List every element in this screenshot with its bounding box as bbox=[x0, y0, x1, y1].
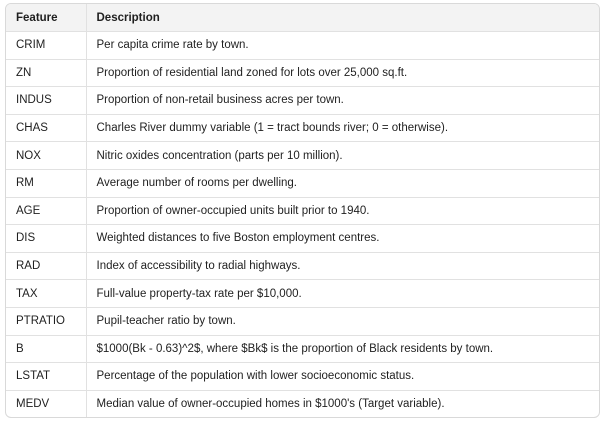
table-row: CRIM Per capita crime rate by town. bbox=[6, 31, 599, 60]
feature-cell: B bbox=[6, 335, 87, 364]
table-header: Feature Description bbox=[6, 4, 599, 32]
header-row: Feature Description bbox=[6, 4, 599, 32]
features-table: Feature Description CRIM Per capita crim… bbox=[6, 4, 599, 418]
feature-cell: CHAS bbox=[6, 114, 87, 143]
description-cell: Pupil-teacher ratio by town. bbox=[86, 307, 599, 336]
table-row: CHAS Charles River dummy variable (1 = t… bbox=[6, 114, 599, 143]
description-cell: Proportion of owner-occupied units built… bbox=[86, 197, 599, 226]
feature-cell: AGE bbox=[6, 197, 87, 226]
table-row: NOX Nitric oxides concentration (parts p… bbox=[6, 141, 599, 170]
table-body: CRIM Per capita crime rate by town. ZN P… bbox=[6, 31, 599, 418]
table-row: DIS Weighted distances to five Boston em… bbox=[6, 224, 599, 253]
features-table-container: Feature Description CRIM Per capita crim… bbox=[5, 3, 600, 419]
feature-cell: RM bbox=[6, 169, 87, 198]
description-cell: Median value of owner-occupied homes in … bbox=[96, 398, 445, 411]
description-cell: Full-value property-tax rate per $10,000… bbox=[86, 279, 599, 308]
header-description: Description bbox=[86, 4, 599, 32]
table-row: PTRATIO Pupil-teacher ratio by town. bbox=[6, 307, 599, 336]
description-cell: $1000(Bk - 0.63)^2$, where $Bk$ is the p… bbox=[86, 335, 599, 364]
feature-cell: PTRATIO bbox=[6, 307, 87, 336]
feature-cell: INDUS bbox=[6, 86, 87, 115]
table-row: RAD Index of accessibility to radial hig… bbox=[6, 252, 599, 281]
table-row: TAX Full-value property-tax rate per $10… bbox=[6, 279, 599, 308]
description-cell: Average number of rooms per dwelling. bbox=[86, 169, 599, 198]
table-row: RM Average number of rooms per dwelling. bbox=[6, 169, 599, 198]
table-row: INDUS Proportion of non-retail business … bbox=[6, 86, 599, 115]
feature-cell: NOX bbox=[6, 141, 87, 170]
description-cell: Index of accessibility to radial highway… bbox=[86, 252, 599, 281]
description-cell: Proportion of non-retail business acres … bbox=[86, 86, 599, 115]
description-cell: Percentage of the population with lower … bbox=[86, 362, 599, 391]
table-row: ZN Proportion of residential land zoned … bbox=[6, 59, 599, 88]
description-cell: Weighted distances to five Boston employ… bbox=[86, 224, 599, 253]
feature-cell: DIS bbox=[6, 224, 87, 253]
feature-cell: MEDV bbox=[6, 390, 87, 418]
table-row: MEDV Median value of owner-occupied home… bbox=[6, 390, 599, 418]
feature-cell: TAX bbox=[6, 279, 87, 308]
description-cell: Nitric oxides concentration (parts per 1… bbox=[86, 141, 599, 170]
table-row: B $1000(Bk - 0.63)^2$, where $Bk$ is the… bbox=[6, 335, 599, 364]
table-row: AGE Proportion of owner-occupied units b… bbox=[6, 197, 599, 226]
description-cell: Charles River dummy variable (1 = tract … bbox=[86, 114, 599, 143]
feature-cell: RAD bbox=[6, 252, 87, 281]
feature-cell: ZN bbox=[6, 59, 87, 88]
description-cell: Per capita crime rate by town. bbox=[86, 31, 599, 60]
description-cell: Proportion of residential land zoned for… bbox=[86, 59, 599, 88]
feature-cell: CRIM bbox=[6, 31, 87, 60]
header-feature: Feature bbox=[6, 4, 87, 32]
feature-cell: LSTAT bbox=[6, 362, 87, 391]
table-row: LSTAT Percentage of the population with … bbox=[6, 362, 599, 391]
